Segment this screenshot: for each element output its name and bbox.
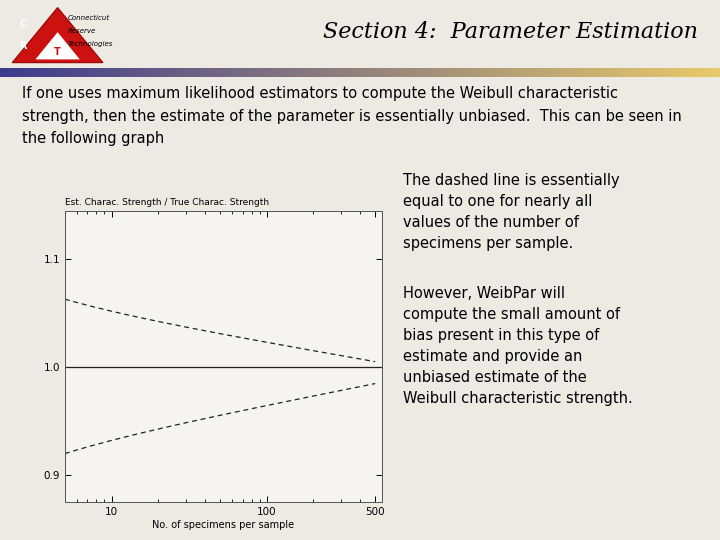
- Text: T: T: [54, 46, 61, 57]
- Polygon shape: [35, 32, 80, 59]
- Text: Technologies: Technologies: [68, 41, 113, 48]
- Text: Est. Charac. Strength / True Charac. Strength: Est. Charac. Strength / True Charac. Str…: [65, 198, 269, 207]
- X-axis label: No. of specimens per sample: No. of specimens per sample: [152, 520, 294, 530]
- Text: Reserve: Reserve: [68, 28, 96, 35]
- Text: Connecticut: Connecticut: [68, 15, 110, 22]
- Text: Section 4:  Parameter Estimation: Section 4: Parameter Estimation: [323, 22, 698, 43]
- Text: However, WeibPar will
compute the small amount of
bias present in this type of
e: However, WeibPar will compute the small …: [403, 286, 633, 406]
- Text: The dashed line is essentially
equal to one for nearly all
values of the number : The dashed line is essentially equal to …: [403, 173, 620, 251]
- Text: C: C: [19, 19, 27, 29]
- Text: R: R: [19, 42, 27, 51]
- Polygon shape: [12, 8, 103, 63]
- Text: If one uses maximum likelihood estimators to compute the Weibull characteristic
: If one uses maximum likelihood estimator…: [22, 86, 681, 146]
